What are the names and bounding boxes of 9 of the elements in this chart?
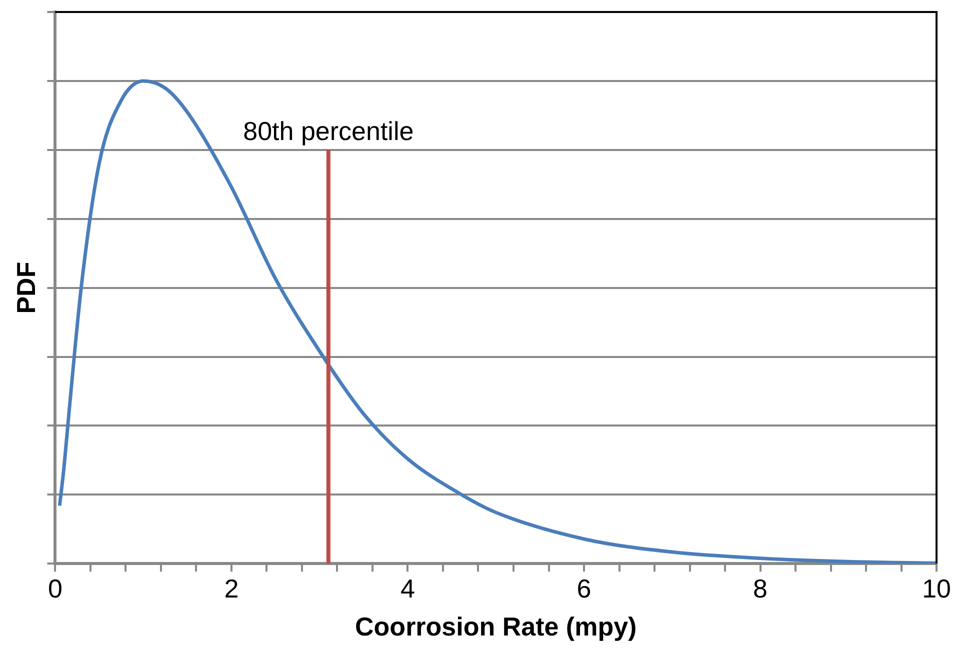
y-axis-title: PDF	[10, 262, 41, 314]
x-tick-label: 10	[922, 573, 951, 604]
x-tick-label: 4	[400, 573, 415, 604]
x-tick-label: 6	[576, 573, 592, 604]
x-tick-label: 8	[753, 573, 768, 604]
x-tick-label: 0	[48, 573, 62, 604]
x-tick-label: 2	[224, 573, 239, 604]
x-axis-title: Coorrosion Rate (mpy)	[355, 612, 637, 642]
ref-line-label: 80th percentile	[243, 116, 414, 146]
